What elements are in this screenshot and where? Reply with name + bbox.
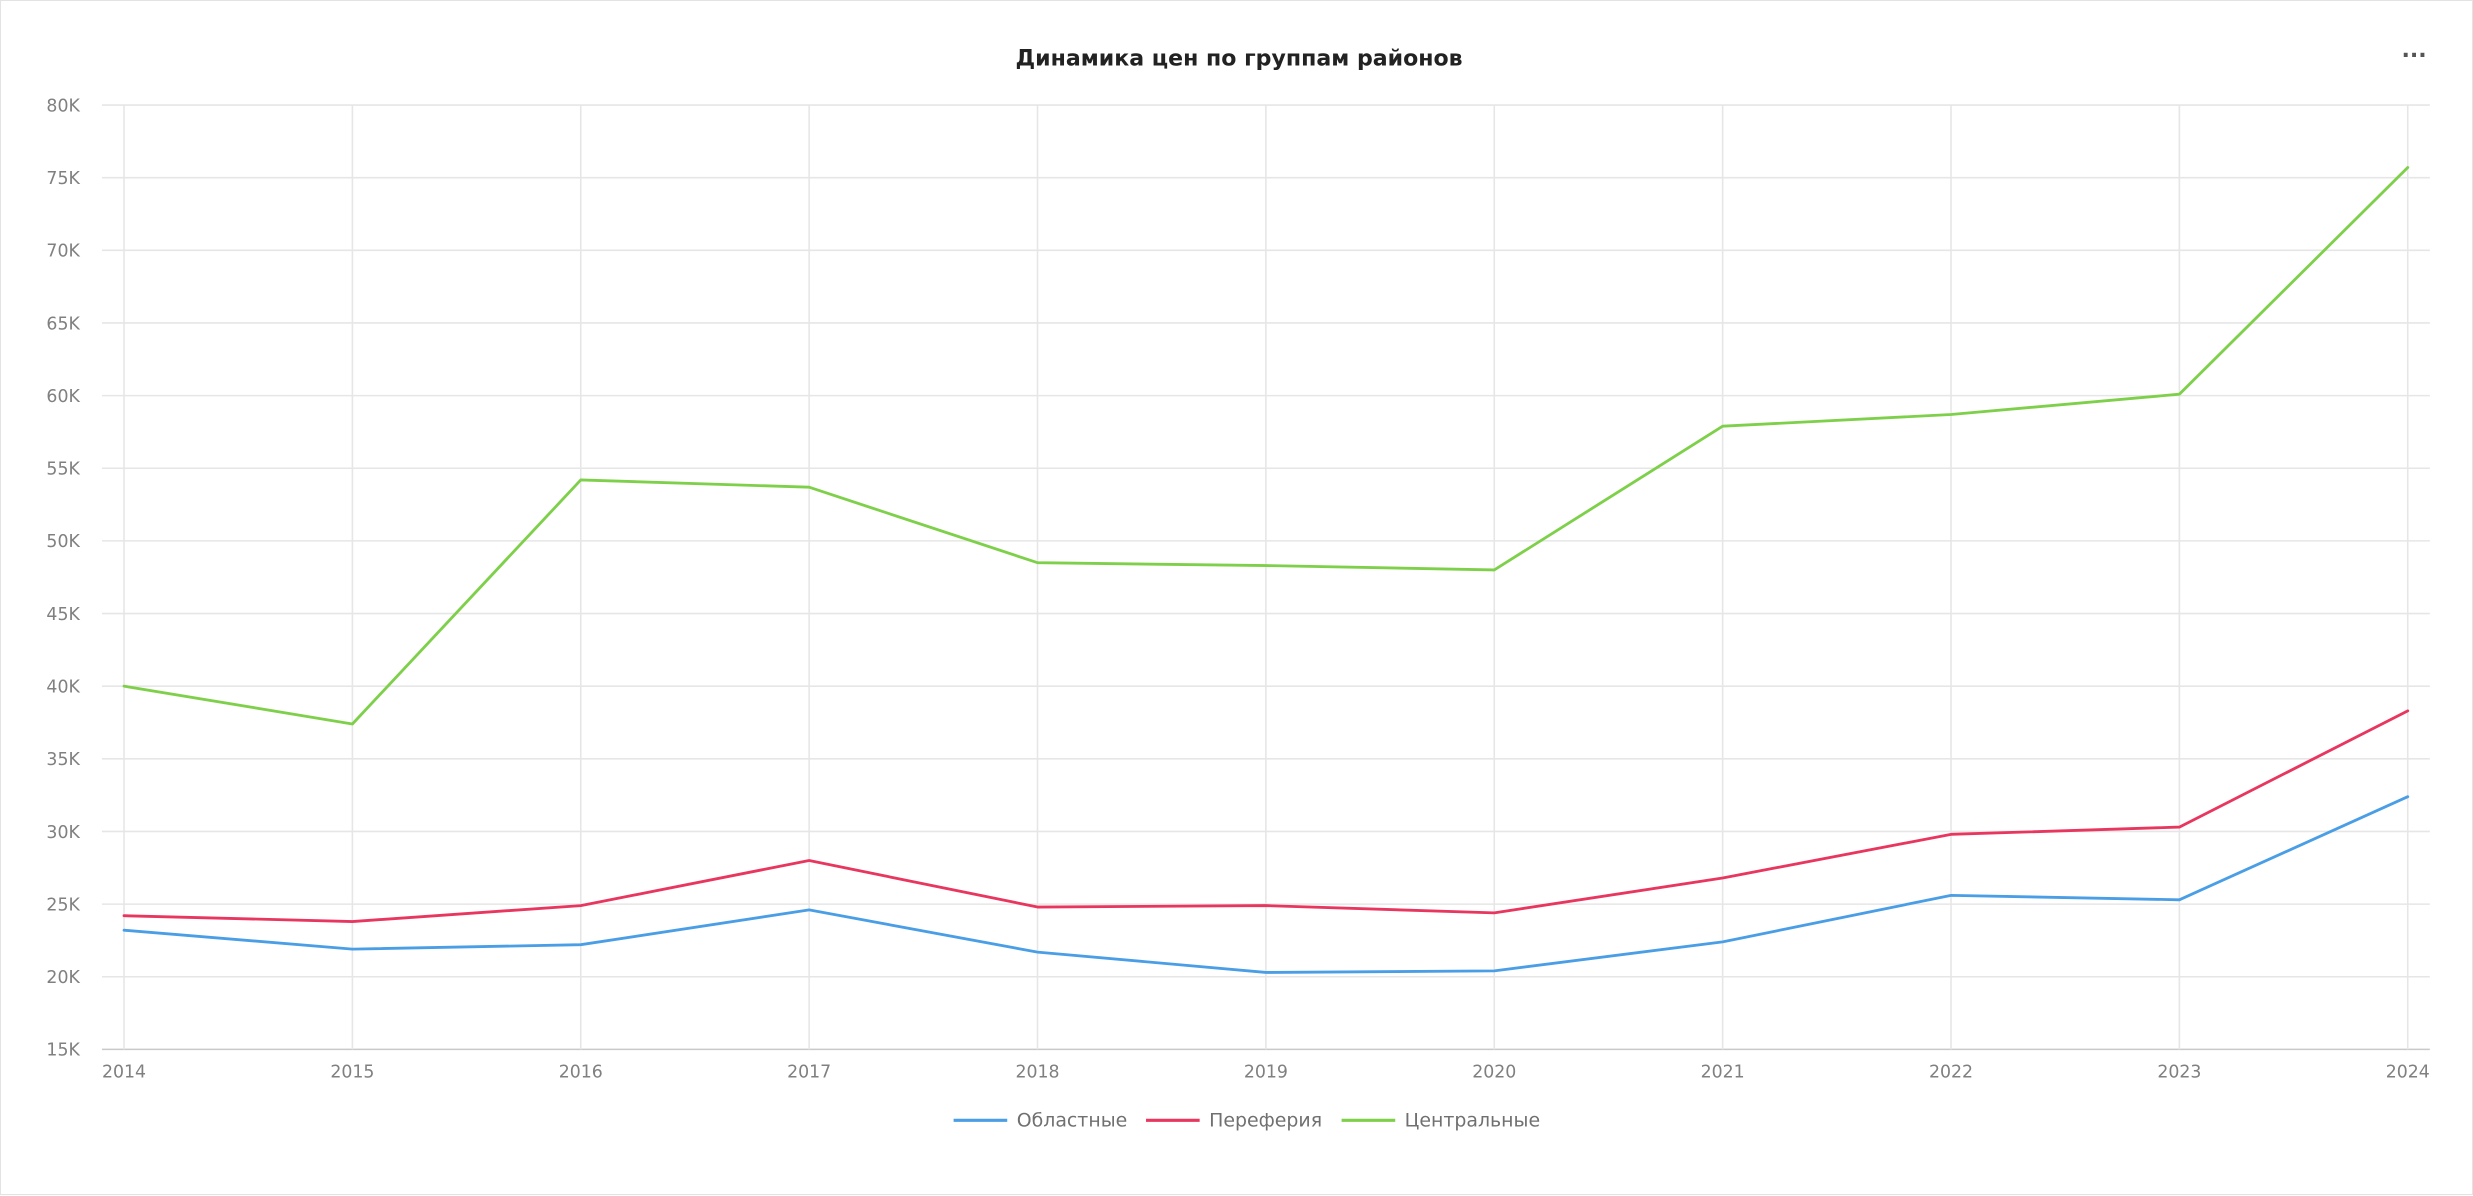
- x-tick-label: 2022: [1929, 1063, 1973, 1083]
- data-point[interactable]: [119, 926, 128, 935]
- x-tick-label: 2017: [787, 1063, 831, 1083]
- data-point[interactable]: [1033, 558, 1042, 567]
- data-point[interactable]: [1718, 421, 1727, 430]
- y-tick-label: 25K: [46, 895, 80, 915]
- data-point[interactable]: [804, 905, 813, 914]
- data-point[interactable]: [119, 911, 128, 920]
- x-tick-label: 2018: [1015, 1063, 1059, 1083]
- x-tick-label: 2020: [1472, 1063, 1516, 1083]
- legend-item[interactable]: Областные: [953, 1110, 1128, 1132]
- series-line-2[interactable]: [122, 709, 2410, 923]
- data-point[interactable]: [1033, 902, 1042, 911]
- legend-item[interactable]: Центральные: [1341, 1110, 1541, 1132]
- legend-item[interactable]: Переферия: [1146, 1110, 1322, 1132]
- data-point[interactable]: [2403, 706, 2412, 715]
- series-line-1[interactable]: [122, 795, 2410, 974]
- legend-label: Переферия: [1209, 1110, 1322, 1132]
- y-tick-label: 30K: [46, 823, 80, 843]
- data-point[interactable]: [348, 917, 357, 926]
- y-tick-label: 45K: [46, 605, 80, 625]
- y-tick-label: 50K: [46, 532, 80, 552]
- y-tick-label: 65K: [46, 314, 80, 334]
- data-point[interactable]: [119, 681, 128, 690]
- data-point[interactable]: [1261, 561, 1270, 570]
- x-tick-label: 2021: [1701, 1063, 1745, 1083]
- data-point[interactable]: [804, 482, 813, 491]
- y-tick-label: 75K: [46, 169, 80, 189]
- data-point[interactable]: [576, 940, 585, 949]
- data-point[interactable]: [2175, 822, 2184, 831]
- x-tick-label: 2014: [102, 1063, 146, 1083]
- data-point[interactable]: [2403, 163, 2412, 172]
- chart-title: Динамика цен по группам районов: [1016, 47, 1463, 72]
- data-point[interactable]: [1490, 908, 1499, 917]
- data-point[interactable]: [2175, 389, 2184, 398]
- data-point[interactable]: [1490, 966, 1499, 975]
- y-tick-label: 70K: [46, 242, 80, 262]
- data-point[interactable]: [576, 475, 585, 484]
- data-point[interactable]: [1718, 873, 1727, 882]
- axis-layer: 15K 20K 25K 30K 35K 40K 45K 50K 55K 60K 65K 70K 75K 8…: [46, 96, 2429, 1082]
- x-tick-label: 2015: [330, 1063, 374, 1083]
- data-point[interactable]: [1718, 937, 1727, 946]
- data-point[interactable]: [1946, 891, 1955, 900]
- data-point[interactable]: [1261, 901, 1270, 910]
- data-point[interactable]: [1033, 947, 1042, 956]
- x-tick-label: 2023: [2157, 1063, 2201, 1083]
- data-point[interactable]: [2403, 792, 2412, 801]
- more-icon[interactable]: ···: [2401, 43, 2426, 68]
- data-point[interactable]: [2175, 895, 2184, 904]
- y-tick-label: 35K: [46, 750, 80, 770]
- x-tick-label: 2016: [559, 1063, 603, 1083]
- y-tick-label: 60K: [46, 387, 80, 407]
- series-layer: [119, 163, 2412, 977]
- data-point[interactable]: [348, 719, 357, 728]
- y-tick-label: 15K: [46, 1041, 80, 1061]
- x-tick-label: 2024: [2386, 1063, 2430, 1083]
- data-point[interactable]: [576, 901, 585, 910]
- data-point[interactable]: [348, 944, 357, 953]
- grid-layer: [101, 104, 2430, 1051]
- y-tick-label: 55K: [46, 460, 80, 480]
- series-line-3[interactable]: [122, 166, 2410, 726]
- data-point[interactable]: [1490, 565, 1499, 574]
- data-point[interactable]: [804, 856, 813, 865]
- data-point[interactable]: [1261, 968, 1270, 977]
- y-tick-label: 80K: [46, 96, 80, 116]
- legend-label: Центральные: [1405, 1110, 1540, 1132]
- x-tick-label: 2019: [1244, 1063, 1288, 1083]
- y-tick-label: 40K: [46, 677, 80, 697]
- legend-label: Областные: [1017, 1110, 1128, 1132]
- data-point[interactable]: [1946, 410, 1955, 419]
- y-tick-label: 20K: [46, 968, 80, 988]
- legend: Областные Переферия Центральные: [953, 1110, 1541, 1132]
- data-point[interactable]: [1946, 830, 1955, 839]
